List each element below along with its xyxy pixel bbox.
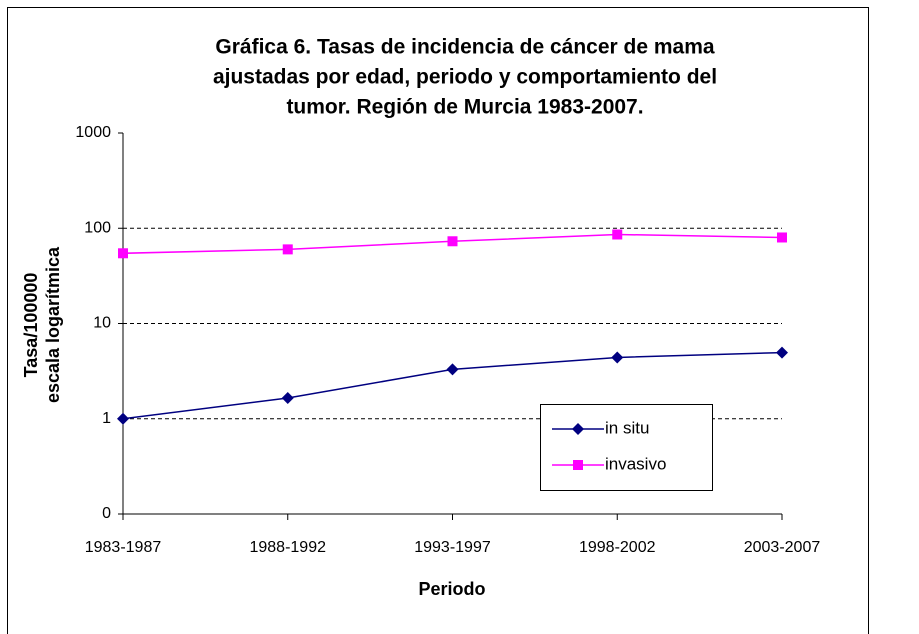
x-tick-label: 1998-2002 xyxy=(579,539,656,556)
chart-title: Gráfica 6. Tasas de incidencia de cáncer… xyxy=(215,36,715,59)
chart-title: tumor. Región de Murcia 1983-2007. xyxy=(286,96,643,119)
data-point xyxy=(447,236,458,247)
legend-marker xyxy=(572,423,584,435)
legend-label: in situ xyxy=(605,418,649,437)
data-point xyxy=(611,351,624,364)
y-tick-label: 1000 xyxy=(75,124,111,141)
data-point xyxy=(776,346,788,359)
x-tick-label: 2003-2007 xyxy=(744,539,821,556)
x-tick-label: 1993-1997 xyxy=(414,539,491,556)
y-axis-title: escala logarítmica xyxy=(43,246,63,403)
y-axis-title: Tasa/100000 xyxy=(21,273,41,378)
y-tick-label: 1 xyxy=(102,410,111,427)
y-tick-label: 10 xyxy=(93,315,111,332)
data-point xyxy=(446,363,459,376)
data-point xyxy=(281,392,294,405)
legend-box xyxy=(540,404,713,491)
chart-frame xyxy=(7,7,869,634)
x-tick-label: 1983-1987 xyxy=(85,539,162,556)
data-point xyxy=(777,232,787,243)
y-tick-label: 0 xyxy=(102,505,111,522)
chart-title: ajustadas por edad, periodo y comportami… xyxy=(213,66,717,89)
x-axis-title: Periodo xyxy=(418,579,485,599)
data-point xyxy=(282,244,293,255)
data-point xyxy=(612,229,623,240)
x-tick-label: 1988-1992 xyxy=(249,539,326,556)
legend-marker xyxy=(573,460,583,470)
legend-label: invasivo xyxy=(605,454,666,473)
y-tick-label: 100 xyxy=(84,219,111,236)
data-point xyxy=(117,412,129,425)
data-point xyxy=(118,248,128,259)
